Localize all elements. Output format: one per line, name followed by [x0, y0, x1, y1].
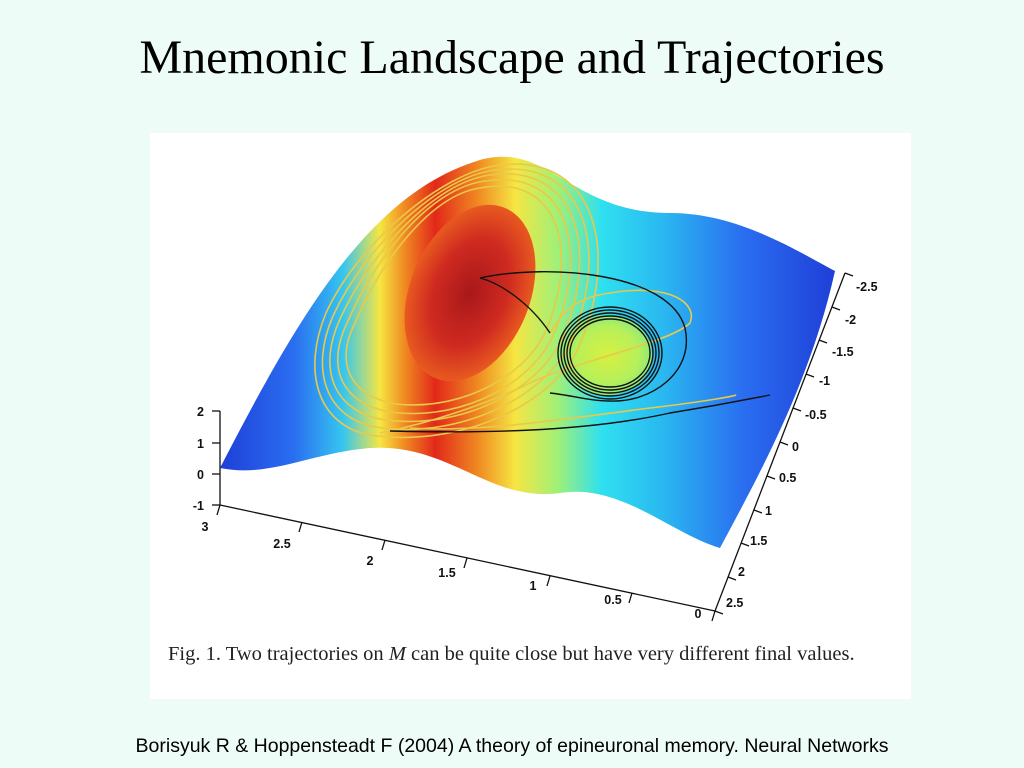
y-tick-label: -2.5 [856, 280, 878, 294]
landscape-surface [220, 156, 835, 548]
x-tick-label: 3 [202, 520, 209, 534]
trajectory-black [389, 271, 771, 433]
landscape-peak [404, 204, 536, 382]
plot-axes [212, 272, 854, 622]
caption-symbol: M [388, 643, 406, 665]
x-tick-label: 1 [530, 579, 537, 593]
y-tick-label: 0.5 [779, 471, 796, 485]
y-tick-label: -1.5 [832, 345, 854, 359]
landscape-plot: 2 1 0 -1 3 2.5 2 1.5 1 0.5 0 -2.5 -2 -1.… [193, 156, 878, 622]
z-tick-label: 0 [197, 468, 204, 482]
slide-title: Mnemonic Landscape and Trajectories [139, 31, 885, 84]
z-tick-label: 2 [197, 405, 204, 419]
caption-prefix: Fig. 1. Two trajectories on [168, 643, 389, 665]
y-tick-label: -0.5 [805, 408, 827, 422]
y-tick-label: -2 [845, 313, 856, 327]
y-tick-label: 2.5 [726, 596, 743, 610]
x-tick-label: 2 [367, 554, 374, 568]
y-tick-label: 1 [765, 504, 772, 518]
landscape-hill [562, 315, 652, 395]
z-tick-label: 1 [197, 437, 204, 451]
x-tick-label: 1.5 [438, 566, 455, 580]
y-tick-label: 0 [792, 440, 799, 454]
citation: Borisyuk R & Hoppensteadt F (2004) A the… [135, 735, 889, 757]
z-tick-label: -1 [193, 499, 204, 513]
x-tick-label: 2.5 [273, 537, 290, 551]
y-tick-label: -1 [819, 374, 830, 388]
x-tick-label: 0.5 [604, 593, 621, 607]
y-tick-label: 1.5 [750, 534, 767, 548]
caption-suffix: can be quite close but have very differe… [405, 643, 855, 665]
y-tick-label: 2 [738, 565, 745, 579]
figure-panel: 2 1 0 -1 3 2.5 2 1.5 1 0.5 0 -2.5 -2 -1.… [150, 133, 911, 699]
x-tick-label: 0 [695, 607, 702, 621]
trajectory-yellow [314, 163, 737, 439]
figure-caption: Fig. 1. Two trajectories on M can be qui… [168, 641, 903, 667]
